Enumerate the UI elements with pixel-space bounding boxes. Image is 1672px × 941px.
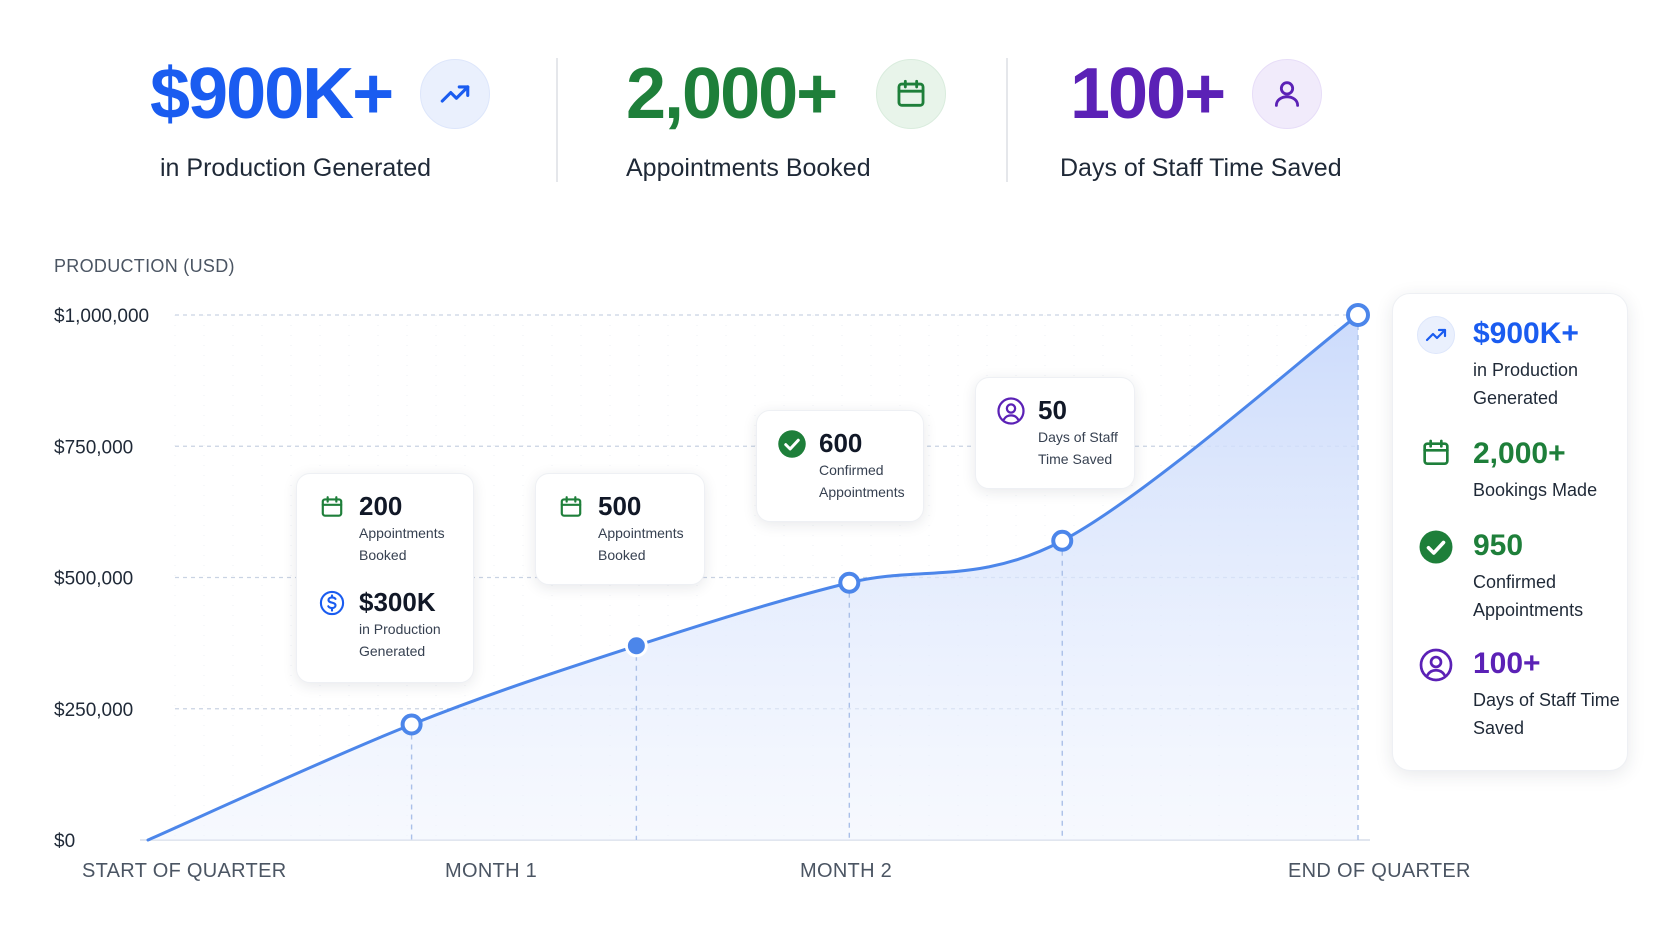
callout-card-month2: 600 Confirmed Appointments bbox=[756, 410, 924, 522]
callout-item: 200 Appointments Booked bbox=[317, 490, 455, 566]
callout-item: 600 Confirmed Appointments bbox=[777, 427, 915, 503]
check-circle-icon bbox=[777, 429, 807, 459]
stat-appointments-label: Appointments Booked bbox=[626, 154, 871, 182]
stat-divider bbox=[1006, 58, 1008, 182]
stat-divider bbox=[556, 58, 558, 182]
chart-markers bbox=[400, 303, 1370, 736]
data-point-marker bbox=[1051, 529, 1074, 552]
callout-value: $300K bbox=[359, 587, 436, 617]
stats-row: $900K+ in Production Generated 2,000+ Ap… bbox=[0, 0, 1672, 200]
y-axis-title: PRODUCTION (USD) bbox=[54, 256, 235, 276]
trend-up-icon bbox=[420, 59, 490, 129]
calendar-icon bbox=[1417, 434, 1455, 472]
x-tick-label: MONTH 2 bbox=[800, 860, 892, 882]
x-tick-label: START OF QUARTER bbox=[82, 860, 286, 882]
chart-area-fill bbox=[148, 315, 1358, 840]
production-chart: PRODUCTION (USD) $0 $250,000 $500,000 $750,… bbox=[54, 256, 1471, 882]
callout-item: $300K in Production Generated bbox=[317, 586, 455, 662]
calendar-icon bbox=[317, 492, 347, 522]
stat-production-value: $900K+ bbox=[150, 54, 394, 134]
chart-series-line bbox=[146, 313, 1360, 842]
callout-label: Confirmed Appointments bbox=[819, 462, 905, 500]
callout-value: 500 bbox=[598, 491, 642, 521]
callout-value: 50 bbox=[1038, 395, 1067, 425]
y-axis-ticks: $0 $250,000 $500,000 $750,000 $1,000,000 bbox=[54, 306, 149, 852]
callout-label: Appointments Booked bbox=[598, 525, 684, 563]
x-tick-label: END OF QUARTER bbox=[1288, 860, 1471, 882]
stat-appointments-value: 2,000+ bbox=[626, 54, 838, 134]
stat-days-saved-value: 100+ bbox=[1070, 54, 1226, 134]
x-axis-ticks: START OF QUARTER MONTH 1 MONTH 2 END OF QUA… bbox=[82, 860, 1471, 882]
callout-item: 50 Days of Staff Time Saved bbox=[996, 394, 1134, 470]
y-tick-label: $250,000 bbox=[54, 700, 133, 721]
data-point-marker bbox=[1346, 303, 1370, 327]
summary-value: 950 bbox=[1473, 529, 1524, 562]
callout-value: 200 bbox=[359, 491, 403, 521]
chart-area-layer bbox=[146, 313, 1360, 842]
callout-card-month3: 50 Days of Staff Time Saved bbox=[975, 377, 1135, 489]
dollar-icon bbox=[317, 588, 347, 618]
trend-up-icon bbox=[1417, 316, 1455, 354]
summary-label: Confirmed Appointments bbox=[1473, 572, 1584, 620]
user-icon bbox=[1252, 59, 1322, 129]
summary-panel: $900K+ in Production Generated 2,000+ Bo… bbox=[1392, 293, 1628, 771]
y-tick-label: $500,000 bbox=[54, 569, 133, 590]
callout-label: in Production Generated bbox=[359, 621, 441, 659]
calendar-icon bbox=[876, 59, 946, 129]
callout-card-month1a: 200 Appointments Booked $300K in Product… bbox=[296, 473, 474, 683]
y-tick-label: $0 bbox=[54, 831, 75, 852]
callout-card-month1b: 500 Appointments Booked bbox=[535, 473, 705, 585]
summary-value: 2,000+ bbox=[1473, 437, 1566, 470]
data-point-marker bbox=[624, 634, 648, 658]
summary-value: $900K+ bbox=[1473, 317, 1579, 350]
chart-drop-lines bbox=[410, 315, 1359, 840]
y-tick-label: $1,000,000 bbox=[54, 306, 149, 327]
data-point-marker bbox=[400, 713, 423, 736]
calendar-icon bbox=[556, 492, 586, 522]
summary-label: Days of Staff Time Saved bbox=[1473, 690, 1620, 738]
summary-label: in Production Generated bbox=[1473, 360, 1579, 408]
stat-days-saved-label: Days of Staff Time Saved bbox=[1060, 154, 1342, 182]
x-tick-label: MONTH 1 bbox=[445, 860, 537, 882]
summary-value: 100+ bbox=[1473, 647, 1541, 680]
callout-label: Appointments Booked bbox=[359, 525, 445, 563]
callout-label: Days of Staff Time Saved bbox=[1038, 429, 1118, 467]
check-circle-icon bbox=[1417, 528, 1455, 566]
user-circle-icon bbox=[1417, 646, 1455, 684]
summary-label: Bookings Made bbox=[1473, 480, 1598, 500]
user-circle-icon bbox=[996, 396, 1026, 426]
y-tick-label: $750,000 bbox=[54, 437, 133, 458]
callout-value: 600 bbox=[819, 428, 863, 458]
callout-item: 500 Appointments Booked bbox=[556, 490, 694, 566]
stat-production-label: in Production Generated bbox=[160, 154, 432, 182]
data-point-marker bbox=[838, 571, 861, 594]
